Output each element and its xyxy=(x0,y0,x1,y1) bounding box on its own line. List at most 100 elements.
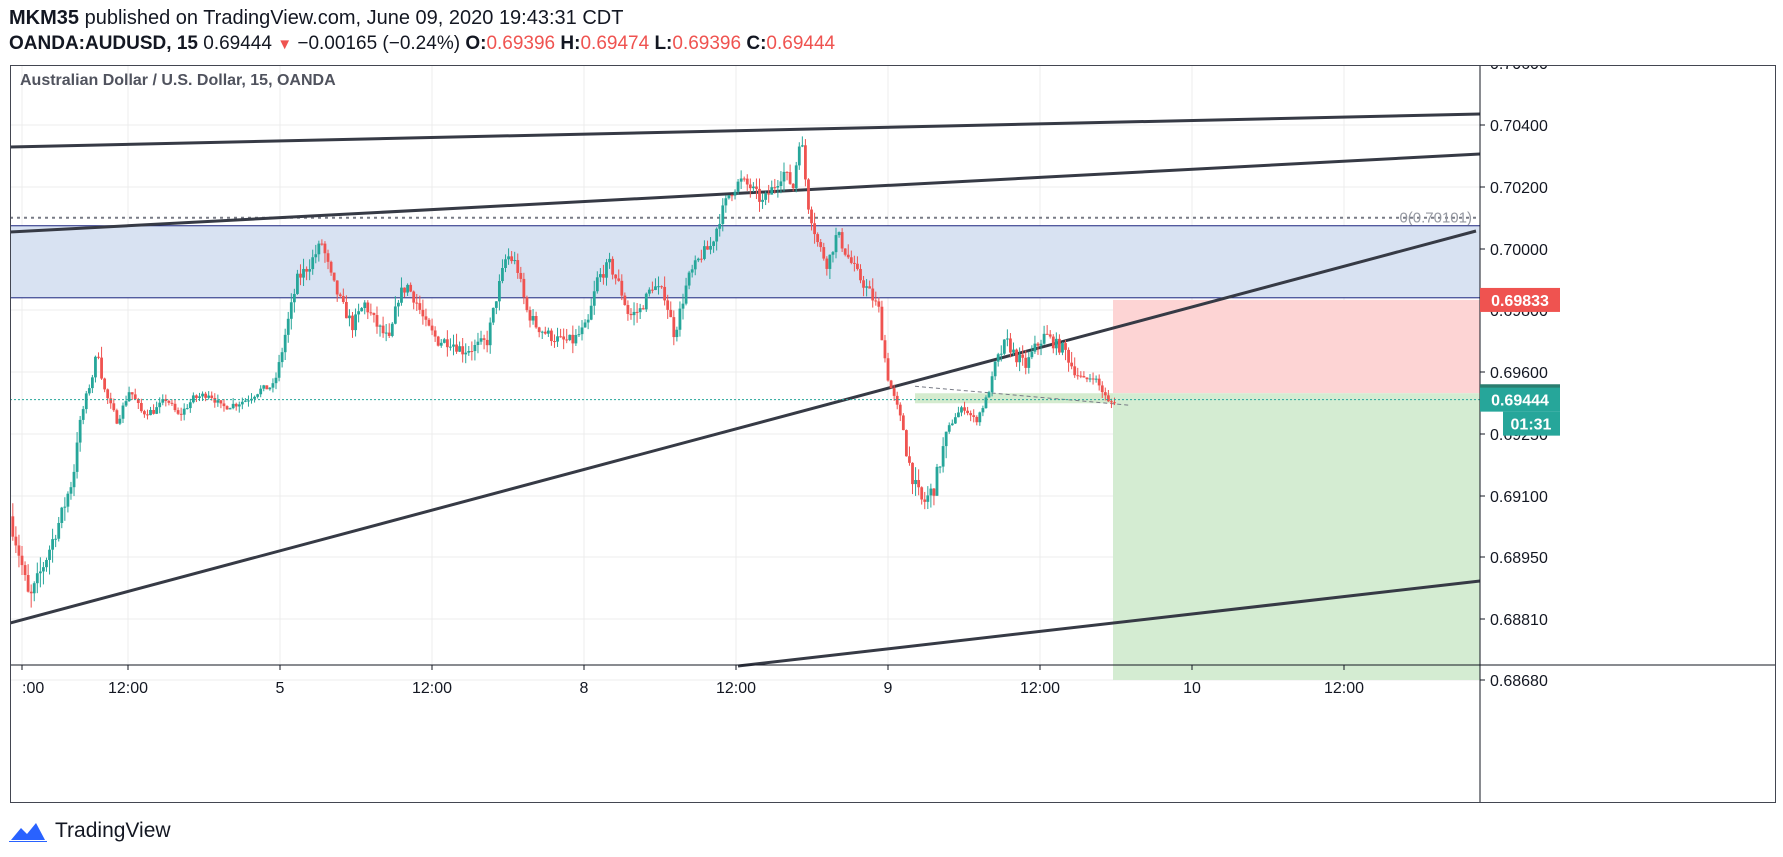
candle-body xyxy=(834,235,838,253)
price-tick-label: 0.69100 xyxy=(1490,489,1548,506)
candle-body xyxy=(201,393,204,397)
candle-body xyxy=(620,280,624,296)
time-tick-label: 5 xyxy=(276,680,285,697)
candle-body xyxy=(259,388,263,395)
candle-body xyxy=(730,195,734,197)
candle-body xyxy=(243,400,247,402)
candle-body xyxy=(1039,343,1043,346)
candle-body xyxy=(987,392,991,398)
candle-body xyxy=(892,388,896,396)
candle-body xyxy=(1009,338,1012,353)
time-tick-label: 12:00 xyxy=(412,680,452,697)
candle-body xyxy=(305,268,308,272)
chart-title: Australian Dollar / U.S. Dollar, 15, OAN… xyxy=(20,72,336,89)
low-value: 0.69396 xyxy=(672,33,742,54)
candle-body xyxy=(17,545,21,556)
candle-body xyxy=(727,195,731,199)
candle-body xyxy=(501,267,504,282)
candle-body xyxy=(990,376,994,393)
candle-body xyxy=(703,246,706,259)
time-axis: :00 12:00 5 12:00 8 12:00 9 12:00 10 12:00 xyxy=(21,665,1364,697)
candle-body xyxy=(219,400,223,404)
candle-body xyxy=(188,402,192,409)
candle-body xyxy=(400,287,403,303)
candle-body xyxy=(1088,378,1092,380)
footer-brand[interactable]: TradingView xyxy=(9,819,171,843)
candle-body xyxy=(904,430,908,457)
time-tick-label: 10 xyxy=(1183,680,1201,697)
candle-body xyxy=(510,256,514,262)
candle-body xyxy=(173,403,177,411)
candle-body xyxy=(1082,376,1086,378)
time-tick-label: 12:00 xyxy=(1020,680,1060,697)
candle-body xyxy=(387,332,391,336)
candle-body xyxy=(1070,362,1074,367)
candle-body xyxy=(1018,354,1022,363)
candle-body xyxy=(467,351,471,353)
price-tick-label: 0.70600 xyxy=(1490,65,1548,73)
candle-body xyxy=(513,260,517,262)
candle-body xyxy=(130,392,134,395)
close-label: C: xyxy=(746,33,767,54)
candle-body xyxy=(280,352,284,363)
candle-body xyxy=(48,549,51,560)
candle-body xyxy=(482,338,486,340)
candle-body xyxy=(210,395,214,398)
candle-body xyxy=(320,243,324,245)
candle-body xyxy=(614,274,618,279)
candle-body xyxy=(136,399,140,403)
candle-body xyxy=(455,344,458,352)
candle-body xyxy=(773,187,777,189)
candle-body xyxy=(644,293,648,310)
candle-body xyxy=(403,287,406,293)
candle-body xyxy=(35,573,39,584)
candle-body xyxy=(583,322,587,328)
candle-body xyxy=(494,301,498,308)
ohlc-legend: OANDA:AUDUSD, 15 0.69444 ▼ −0.00165 (−0.… xyxy=(9,32,835,57)
candle-body xyxy=(78,419,82,443)
price-chart[interactable]: 0(0.70101) Australian Dollar / U.S. Dolla… xyxy=(10,65,1776,803)
candle-body xyxy=(308,269,312,272)
candle-body xyxy=(265,385,269,390)
candle-body xyxy=(657,286,660,288)
candle-body xyxy=(326,253,330,262)
candle-body xyxy=(696,258,700,261)
candle-body xyxy=(277,362,281,378)
candle-body xyxy=(1024,357,1028,368)
candle-body xyxy=(617,278,621,281)
candle-body xyxy=(828,254,832,269)
candle-body xyxy=(917,479,921,488)
candle-body xyxy=(807,179,810,210)
publish-text: published on TradingView.com, June 09, 2… xyxy=(79,7,624,29)
candle-body xyxy=(932,488,936,496)
candle-body xyxy=(225,406,229,410)
high-value: 0.69474 xyxy=(580,33,650,54)
time-tick-label: :00 xyxy=(22,680,44,697)
candle-body xyxy=(947,425,951,432)
candle-body xyxy=(344,302,348,319)
candle-body xyxy=(666,300,670,310)
price-tick-label: 0.70400 xyxy=(1490,118,1548,135)
candle-body xyxy=(158,402,162,408)
open-value: 0.69396 xyxy=(486,33,556,54)
candle-body xyxy=(436,336,440,346)
candle-body xyxy=(748,184,752,189)
candle-body xyxy=(577,334,581,336)
candle-body xyxy=(115,410,119,424)
candle-body xyxy=(139,402,143,412)
candle-body xyxy=(687,272,691,286)
candle-body xyxy=(996,354,1000,362)
candle-body xyxy=(571,334,575,344)
candle-body xyxy=(1091,378,1095,380)
open-label: O: xyxy=(465,33,487,54)
candle-body xyxy=(268,387,272,390)
down-arrow-icon: ▼ xyxy=(277,36,293,53)
candle-body xyxy=(378,325,382,327)
candle-body xyxy=(975,416,979,423)
candle-body xyxy=(164,399,168,401)
candle-body xyxy=(479,338,483,342)
candle-body xyxy=(476,341,480,345)
candle-body xyxy=(712,241,716,246)
candle-body xyxy=(127,392,131,402)
candle-body xyxy=(45,559,48,568)
